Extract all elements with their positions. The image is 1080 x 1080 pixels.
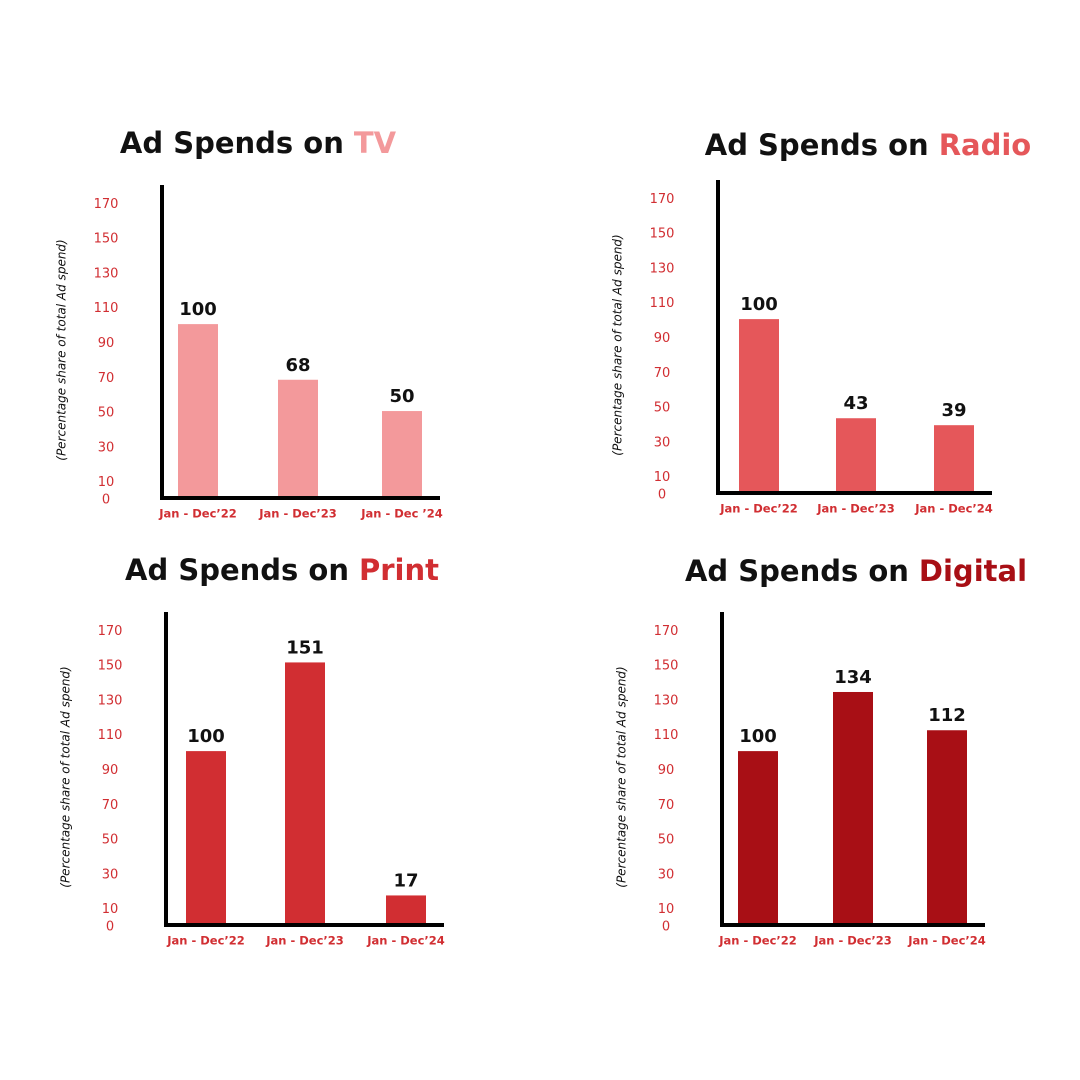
x-tick-label: Jan - Dec’23 bbox=[258, 507, 337, 521]
y-tick-label: 110 bbox=[98, 728, 123, 743]
value-label: 39 bbox=[941, 400, 966, 421]
bar bbox=[386, 895, 426, 925]
x-tick-label: Jan - Dec’22 bbox=[719, 502, 798, 516]
value-label: 134 bbox=[834, 667, 872, 688]
y-tick-label: 130 bbox=[654, 693, 679, 708]
title-text: Ad Spends on bbox=[705, 128, 929, 162]
chart-title: Ad Spends on Digital bbox=[685, 554, 1027, 588]
y-tick-label: 130 bbox=[94, 266, 119, 281]
x-tick-label: Jan - Dec’24 bbox=[914, 502, 993, 516]
x-tick-label: Jan - Dec ’24 bbox=[360, 507, 443, 521]
chart-title: Ad Spends on Print bbox=[125, 553, 439, 587]
bar bbox=[178, 324, 218, 498]
title-accent: Print bbox=[359, 553, 439, 587]
y-tick-label: 0 bbox=[658, 488, 666, 503]
y-tick-label: 10 bbox=[102, 902, 119, 917]
y-tick-label: 170 bbox=[98, 624, 123, 639]
value-label: 100 bbox=[739, 726, 777, 747]
value-label: 112 bbox=[928, 705, 966, 726]
value-label: 68 bbox=[285, 355, 310, 376]
y-tick-label: 50 bbox=[654, 401, 671, 416]
value-label: 43 bbox=[843, 393, 868, 414]
bar bbox=[285, 662, 325, 925]
value-label: 100 bbox=[740, 294, 778, 315]
y-tick-label: 0 bbox=[662, 920, 670, 935]
y-axis-label: (Percentage share of total Ad spend) bbox=[611, 234, 625, 455]
value-label: 50 bbox=[389, 386, 414, 407]
chart: (Percentage share of total Ad spend) 0 10 3… bbox=[611, 180, 993, 516]
x-tick-label: Jan - Dec’23 bbox=[265, 934, 344, 948]
y-tick-label: 170 bbox=[650, 192, 675, 207]
x-tick-label: Jan - Dec’23 bbox=[813, 934, 892, 948]
y-tick-label: 10 bbox=[658, 902, 675, 917]
y-tick-label: 70 bbox=[102, 798, 119, 813]
y-tick-label: 70 bbox=[654, 366, 671, 381]
y-tick-label: 70 bbox=[658, 798, 675, 813]
y-tick-label: 110 bbox=[650, 296, 675, 311]
y-tick-label: 30 bbox=[654, 435, 671, 450]
bar bbox=[186, 751, 226, 925]
x-tick-label: Jan - Dec’24 bbox=[366, 934, 445, 948]
title-accent: Radio bbox=[939, 128, 1032, 162]
y-tick-label: 110 bbox=[94, 301, 119, 316]
y-tick-label: 170 bbox=[654, 624, 679, 639]
y-tick-label: 90 bbox=[98, 336, 115, 351]
title-accent: Digital bbox=[919, 554, 1027, 588]
y-tick-label: 150 bbox=[654, 659, 679, 674]
title-text: Ad Spends on bbox=[125, 553, 349, 587]
y-tick-label: 30 bbox=[98, 440, 115, 455]
chart: (Percentage share of total Ad spend) 0 10 3… bbox=[55, 185, 443, 521]
value-label: 100 bbox=[187, 726, 225, 747]
chart: (Percentage share of total Ad spend) 0 10 3… bbox=[59, 612, 445, 948]
title-text: Ad Spends on bbox=[120, 126, 344, 160]
y-tick-label: 10 bbox=[98, 475, 115, 490]
x-tick-label: Jan - Dec’23 bbox=[816, 502, 895, 516]
chart: (Percentage share of total Ad spend) 0 10 3… bbox=[615, 612, 986, 948]
y-tick-label: 70 bbox=[98, 371, 115, 386]
bar bbox=[927, 730, 967, 925]
value-label: 151 bbox=[286, 637, 324, 658]
x-tick-label: Jan - Dec’22 bbox=[158, 507, 237, 521]
bar bbox=[382, 411, 422, 498]
y-tick-label: 30 bbox=[102, 867, 119, 882]
bar bbox=[934, 425, 974, 493]
x-tick-label: Jan - Dec’24 bbox=[907, 934, 986, 948]
title-text: Ad Spends on bbox=[685, 554, 909, 588]
y-tick-label: 50 bbox=[658, 833, 675, 848]
bar bbox=[738, 751, 778, 925]
bar bbox=[833, 691, 873, 925]
y-axis-label: (Percentage share of total Ad spend) bbox=[55, 239, 69, 460]
x-tick-label: Jan - Dec’22 bbox=[166, 934, 245, 948]
y-tick-label: 130 bbox=[650, 261, 675, 276]
y-tick-label: 30 bbox=[658, 867, 675, 882]
y-tick-label: 50 bbox=[102, 833, 119, 848]
value-label: 100 bbox=[179, 299, 217, 320]
y-tick-label: 50 bbox=[98, 406, 115, 421]
y-tick-label: 170 bbox=[94, 197, 119, 212]
y-tick-label: 130 bbox=[98, 693, 123, 708]
y-tick-label: 0 bbox=[106, 920, 114, 935]
chart-title: Ad Spends on Radio bbox=[705, 128, 1031, 162]
y-tick-label: 10 bbox=[654, 470, 671, 485]
y-tick-label: 110 bbox=[654, 728, 679, 743]
y-tick-label: 150 bbox=[94, 232, 119, 247]
y-tick-label: 90 bbox=[102, 763, 119, 778]
y-tick-label: 150 bbox=[650, 227, 675, 242]
title-accent: TV bbox=[354, 126, 397, 160]
y-axis-label: (Percentage share of total Ad spend) bbox=[59, 666, 73, 887]
y-tick-label: 90 bbox=[658, 763, 675, 778]
y-tick-label: 90 bbox=[654, 331, 671, 346]
y-tick-label: 150 bbox=[98, 659, 123, 674]
value-label: 17 bbox=[393, 870, 418, 891]
bar bbox=[278, 379, 318, 498]
bar bbox=[836, 418, 876, 493]
chart-title: Ad Spends on TV bbox=[120, 126, 397, 160]
x-tick-label: Jan - Dec’22 bbox=[718, 934, 797, 948]
y-tick-label: 0 bbox=[102, 493, 110, 508]
bar bbox=[739, 319, 779, 493]
y-axis-label: (Percentage share of total Ad spend) bbox=[615, 666, 629, 887]
